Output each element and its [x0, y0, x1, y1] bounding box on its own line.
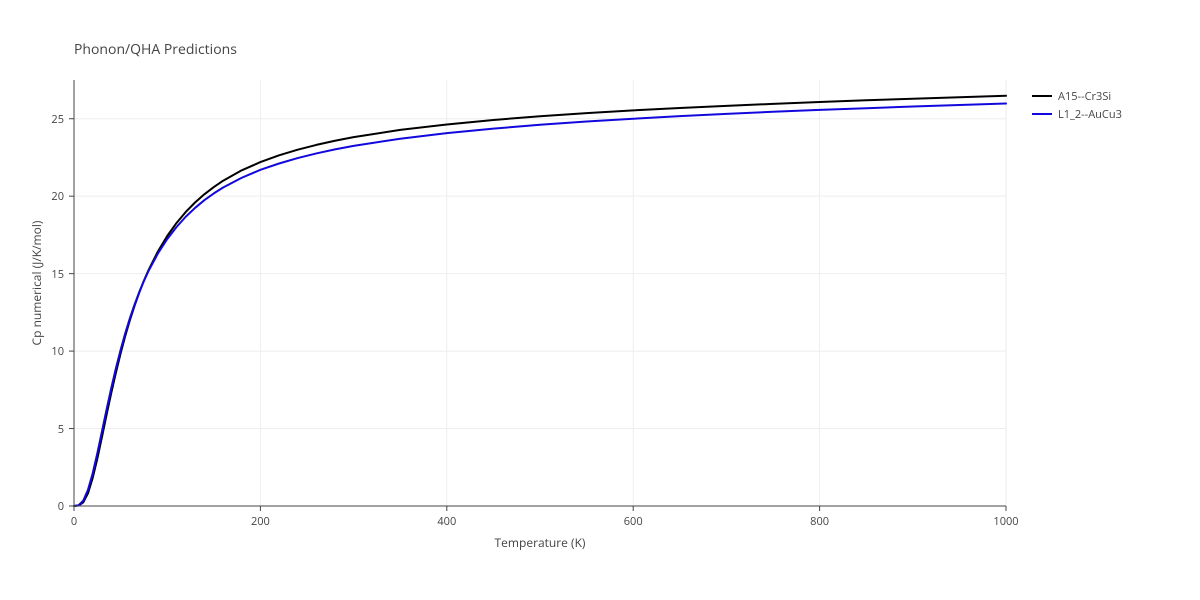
series-line [74, 104, 1006, 506]
y-axis-label: Cp numerical (J/K/mol) [28, 203, 45, 363]
x-tick-label: 1000 [991, 514, 1021, 529]
chart-container: Phonon/QHA Predictions Temperature (K) C… [0, 0, 1200, 600]
x-tick-label: 600 [618, 514, 648, 529]
legend-label[interactable]: A15--Cr3Si [1058, 89, 1111, 104]
series-line [74, 96, 1006, 506]
x-tick-label: 400 [432, 514, 462, 529]
x-tick-label: 200 [245, 514, 275, 529]
plot-area [0, 0, 1200, 600]
y-tick-label: 25 [34, 112, 64, 127]
y-tick-label: 20 [34, 189, 64, 204]
x-tick-label: 800 [805, 514, 835, 529]
x-axis-label: Temperature (K) [480, 534, 600, 551]
y-tick-label: 15 [34, 267, 64, 282]
y-tick-label: 10 [34, 344, 64, 359]
y-tick-label: 0 [34, 499, 64, 514]
x-tick-label: 0 [59, 514, 89, 529]
legend-swatch [1032, 95, 1052, 97]
legend-label[interactable]: L1_2--AuCu3 [1058, 107, 1122, 122]
y-tick-label: 5 [34, 422, 64, 437]
legend-swatch [1032, 113, 1052, 115]
